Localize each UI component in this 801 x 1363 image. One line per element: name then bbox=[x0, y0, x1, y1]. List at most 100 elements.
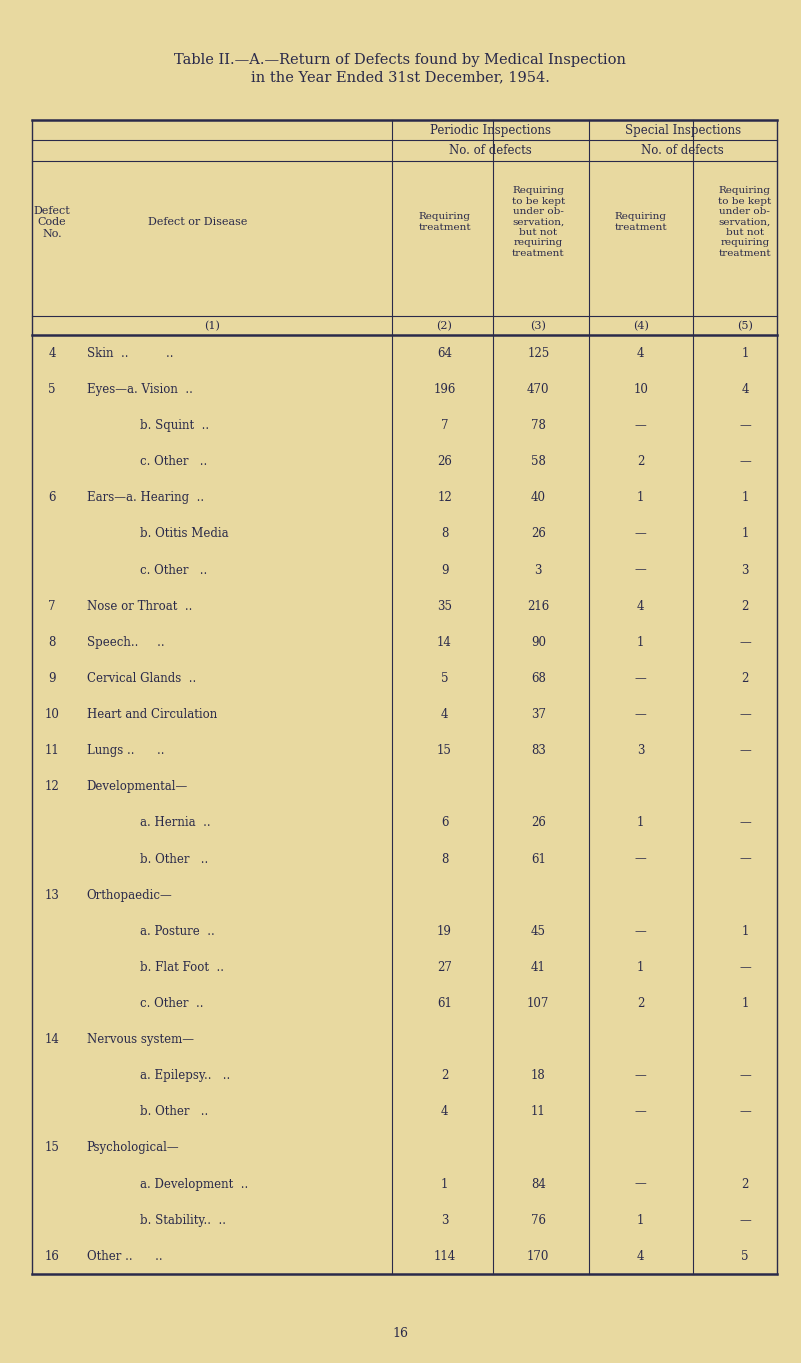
Text: 83: 83 bbox=[531, 744, 545, 758]
Text: 12: 12 bbox=[437, 491, 452, 504]
Text: a. Hernia  ..: a. Hernia .. bbox=[140, 816, 211, 830]
Text: —: — bbox=[635, 1178, 646, 1191]
Text: b. Flat Foot  ..: b. Flat Foot .. bbox=[140, 961, 224, 975]
Text: 11: 11 bbox=[45, 744, 59, 758]
Text: 10: 10 bbox=[634, 383, 648, 397]
Text: —: — bbox=[739, 961, 751, 975]
Text: Table II.—A.—Return of Defects found by Medical Inspection: Table II.—A.—Return of Defects found by … bbox=[175, 53, 626, 67]
Text: 1: 1 bbox=[637, 635, 645, 649]
Text: 4: 4 bbox=[637, 346, 645, 360]
Text: Periodic Inspections: Periodic Inspections bbox=[430, 124, 551, 136]
Text: 14: 14 bbox=[437, 635, 452, 649]
Text: 470: 470 bbox=[527, 383, 549, 397]
Text: Psychological—: Psychological— bbox=[87, 1141, 179, 1154]
Text: —: — bbox=[635, 924, 646, 938]
Text: No. of defects: No. of defects bbox=[449, 144, 532, 157]
Text: b. Squint  ..: b. Squint .. bbox=[140, 418, 209, 432]
Text: Requiring
to be kept
under ob-
servation,
but not
requiring
treatment: Requiring to be kept under ob- servation… bbox=[512, 187, 565, 258]
Text: 26: 26 bbox=[437, 455, 452, 469]
Text: b. Otitis Media: b. Otitis Media bbox=[140, 527, 229, 541]
Text: —: — bbox=[635, 852, 646, 866]
Text: —: — bbox=[635, 1105, 646, 1119]
Text: —: — bbox=[635, 563, 646, 577]
Text: 27: 27 bbox=[437, 961, 452, 975]
Text: 4: 4 bbox=[637, 1250, 645, 1264]
Text: 2: 2 bbox=[637, 455, 645, 469]
Text: 8: 8 bbox=[441, 527, 449, 541]
Text: 1: 1 bbox=[741, 996, 749, 1010]
Text: 40: 40 bbox=[531, 491, 545, 504]
Text: 5: 5 bbox=[441, 672, 449, 686]
Text: c. Other   ..: c. Other .. bbox=[140, 563, 207, 577]
Text: Special Inspections: Special Inspections bbox=[625, 124, 741, 136]
Text: Ears—a. Hearing  ..: Ears—a. Hearing .. bbox=[87, 491, 203, 504]
Text: —: — bbox=[635, 707, 646, 721]
Text: —: — bbox=[739, 1069, 751, 1082]
Text: 1: 1 bbox=[441, 1178, 449, 1191]
Text: Defect
Code
No.: Defect Code No. bbox=[34, 206, 70, 239]
Text: Eyes—a. Vision  ..: Eyes—a. Vision .. bbox=[87, 383, 192, 397]
Text: Heart and Circulation: Heart and Circulation bbox=[87, 707, 217, 721]
Text: Nose or Throat  ..: Nose or Throat .. bbox=[87, 600, 192, 613]
Text: 1: 1 bbox=[637, 816, 645, 830]
Text: —: — bbox=[739, 707, 751, 721]
Text: No. of defects: No. of defects bbox=[642, 144, 724, 157]
Text: 4: 4 bbox=[441, 1105, 449, 1119]
Text: c. Other   ..: c. Other .. bbox=[140, 455, 207, 469]
Text: 114: 114 bbox=[433, 1250, 456, 1264]
Text: 7: 7 bbox=[441, 418, 449, 432]
Text: 6: 6 bbox=[48, 491, 56, 504]
Text: Lungs ..      ..: Lungs .. .. bbox=[87, 744, 164, 758]
Text: (5): (5) bbox=[737, 320, 753, 331]
Text: 125: 125 bbox=[527, 346, 549, 360]
Text: 1: 1 bbox=[637, 491, 645, 504]
Text: 15: 15 bbox=[45, 1141, 59, 1154]
Text: 2: 2 bbox=[741, 1178, 749, 1191]
Text: 107: 107 bbox=[527, 996, 549, 1010]
Text: 1: 1 bbox=[637, 961, 645, 975]
Text: —: — bbox=[739, 1105, 751, 1119]
Text: 11: 11 bbox=[531, 1105, 545, 1119]
Text: 84: 84 bbox=[531, 1178, 545, 1191]
Text: 78: 78 bbox=[531, 418, 545, 432]
Text: 5: 5 bbox=[741, 1250, 749, 1264]
Text: 58: 58 bbox=[531, 455, 545, 469]
Text: —: — bbox=[739, 418, 751, 432]
Text: Speech..     ..: Speech.. .. bbox=[87, 635, 164, 649]
Text: (3): (3) bbox=[530, 320, 546, 331]
Text: 16: 16 bbox=[45, 1250, 59, 1264]
Text: 35: 35 bbox=[437, 600, 452, 613]
Text: 18: 18 bbox=[531, 1069, 545, 1082]
Text: a. Development  ..: a. Development .. bbox=[140, 1178, 248, 1191]
Text: 26: 26 bbox=[531, 527, 545, 541]
Text: 216: 216 bbox=[527, 600, 549, 613]
Text: 61: 61 bbox=[531, 852, 545, 866]
Text: 4: 4 bbox=[48, 346, 56, 360]
Text: 15: 15 bbox=[437, 744, 452, 758]
Text: 16: 16 bbox=[392, 1326, 409, 1340]
Text: 8: 8 bbox=[441, 852, 449, 866]
Text: Cervical Glands  ..: Cervical Glands .. bbox=[87, 672, 195, 686]
Text: (2): (2) bbox=[437, 320, 453, 331]
Text: —: — bbox=[739, 852, 751, 866]
Text: Requiring
treatment: Requiring treatment bbox=[614, 213, 667, 232]
Text: 90: 90 bbox=[531, 635, 545, 649]
Text: 1: 1 bbox=[741, 527, 749, 541]
Text: 4: 4 bbox=[637, 600, 645, 613]
Text: Requiring
treatment: Requiring treatment bbox=[418, 213, 471, 232]
Text: 3: 3 bbox=[637, 744, 645, 758]
Text: 12: 12 bbox=[45, 780, 59, 793]
Text: —: — bbox=[739, 455, 751, 469]
Text: 9: 9 bbox=[441, 563, 449, 577]
Text: Nervous system—: Nervous system— bbox=[87, 1033, 194, 1047]
Text: c. Other  ..: c. Other .. bbox=[140, 996, 203, 1010]
Text: 1: 1 bbox=[741, 924, 749, 938]
Text: b. Other   ..: b. Other .. bbox=[140, 1105, 208, 1119]
Text: 10: 10 bbox=[45, 707, 59, 721]
Text: 3: 3 bbox=[534, 563, 542, 577]
Text: Requiring
to be kept
under ob-
servation,
but not
requiring
treatment: Requiring to be kept under ob- servation… bbox=[718, 187, 771, 258]
Text: —: — bbox=[635, 527, 646, 541]
Text: —: — bbox=[739, 635, 751, 649]
Text: 3: 3 bbox=[441, 1213, 449, 1227]
Text: 170: 170 bbox=[527, 1250, 549, 1264]
